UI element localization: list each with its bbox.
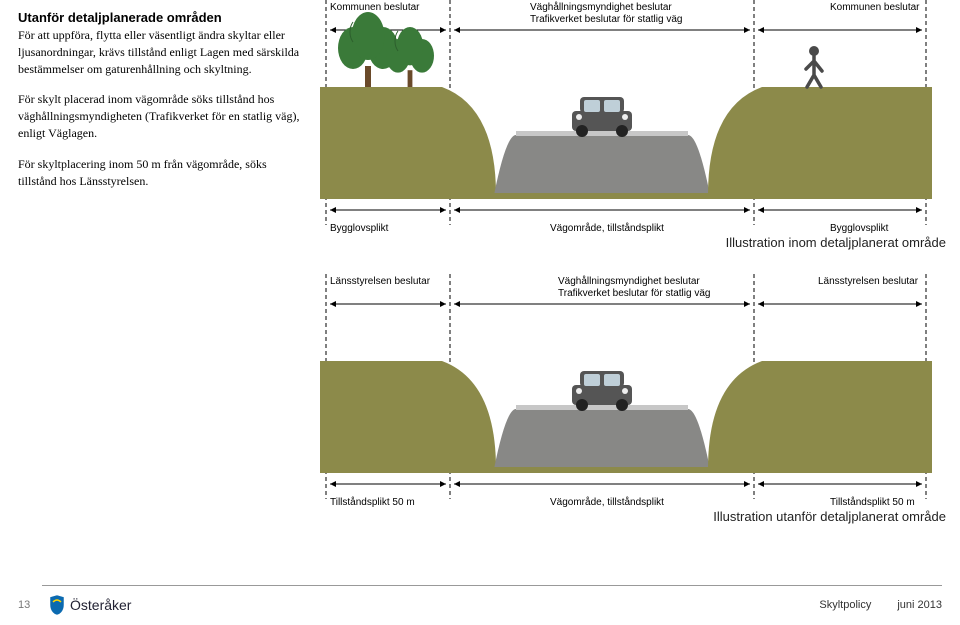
brand-name: Österåker <box>70 597 131 613</box>
d1-bot-mid: Vägområde, tillståndsplikt <box>550 223 664 235</box>
shield-icon <box>48 594 66 616</box>
d2-bot-right: Tillståndsplikt 50 m <box>830 497 915 509</box>
footer-title: Skyltpolicy <box>819 599 871 611</box>
d1-top-left: Kommunen beslutar <box>330 2 420 14</box>
d2-bot-left: Tillståndsplikt 50 m <box>330 497 415 509</box>
footer-rule <box>42 585 942 586</box>
d1-top-mid1: Väghållningsmyndighet beslutar <box>530 2 682 14</box>
diagram-utanfor-detaljplan: Länsstyrelsen beslutar Väghållningsmyndi… <box>320 274 932 499</box>
d2-top-mid2: Trafikverket beslutar för statlig väg <box>558 288 710 300</box>
d2-bot-mid: Vägområde, tillståndsplikt <box>550 497 664 509</box>
paragraph-3: För skyltplacering inom 50 m från vägomr… <box>18 156 302 190</box>
d1-top-mid2: Trafikverket beslutar för statlig väg <box>530 14 682 26</box>
diagram2-caption: Illustration utanför detaljplanerat områ… <box>320 509 946 524</box>
footer-date: juni 2013 <box>897 599 942 611</box>
d1-bot-left: Bygglovsplikt <box>330 223 388 235</box>
page-footer: 13 Österåker Skyltpolicy juni 2013 <box>0 585 960 625</box>
d2-top-left: Länsstyrelsen beslutar <box>330 276 430 288</box>
d2-top-mid1: Väghållningsmyndighet beslutar <box>558 276 710 288</box>
diagram-inom-detaljplan: Kommunen beslutar Väghållningsmyndighet … <box>320 0 932 225</box>
d1-bot-right: Bygglovsplikt <box>830 223 888 235</box>
d1-top-right: Kommunen beslutar <box>830 2 920 14</box>
section-heading: Utanför detaljplanerade områden <box>18 10 302 25</box>
diagram1-caption: Illustration inom detaljplanerat område <box>320 235 946 250</box>
diagram-svg-1 <box>320 0 932 225</box>
paragraph-2: För skylt placerad inom vägområde söks t… <box>18 91 302 141</box>
page-number: 13 <box>18 599 42 611</box>
paragraph-1: För att uppföra, flytta eller väsentligt… <box>18 27 302 77</box>
d2-top-right: Länsstyrelsen beslutar <box>818 276 918 288</box>
diagram-svg-2 <box>320 274 932 499</box>
text-column: Utanför detaljplanerade områden För att … <box>0 0 320 560</box>
brand-logo: Österåker <box>48 594 131 616</box>
illustration-column: Kommunen beslutar Väghållningsmyndighet … <box>320 0 960 560</box>
